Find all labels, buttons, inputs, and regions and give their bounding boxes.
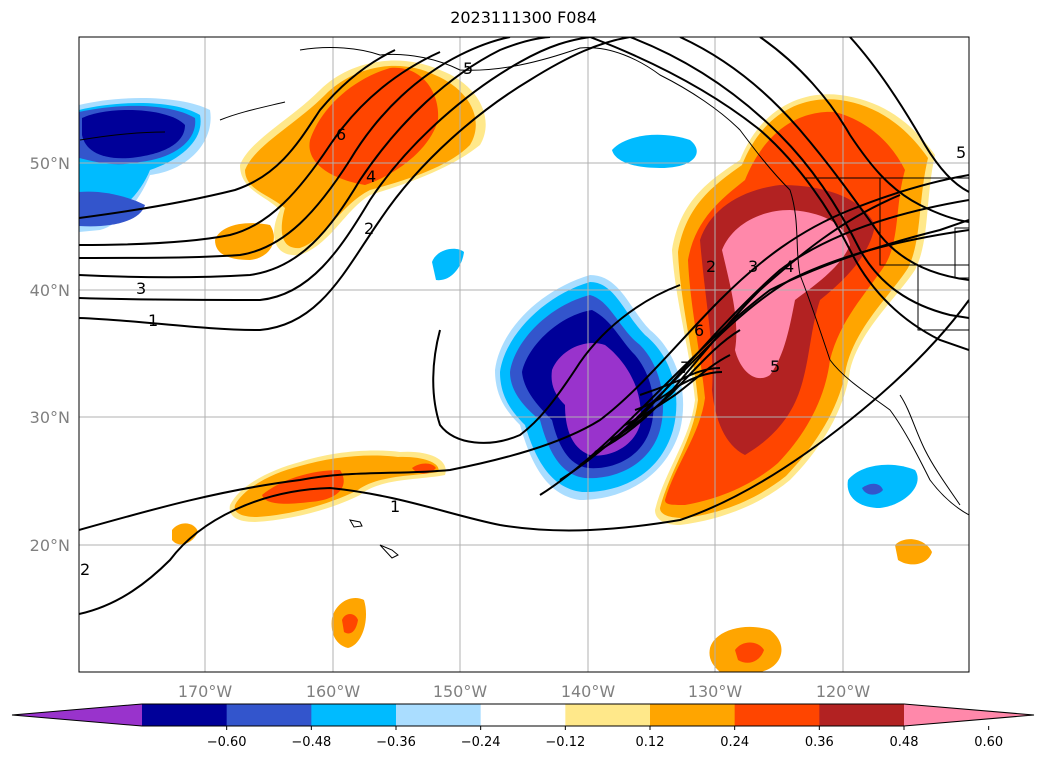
lon-label: 170°W (178, 682, 233, 701)
lon-label: 150°W (433, 682, 488, 701)
lat-label: 20°N (30, 536, 70, 555)
contour-label: 2 (364, 219, 374, 238)
lat-label: 40°N (30, 281, 70, 300)
contour-label: 1 (148, 311, 158, 330)
colorbar-tick-label: 0.24 (720, 735, 749, 750)
contour-label: 6 (694, 321, 704, 340)
colorbar-swatch (311, 704, 397, 726)
latitude-labels: 50°N 40°N 30°N 20°N (30, 154, 70, 555)
colorbar: −0.60 −0.48 −0.36 −0.24 −0.12 0.12 0.24 0.36 0.4… (11, 703, 1035, 750)
colorbar-swatch (142, 704, 228, 726)
colorbar-swatch (480, 704, 566, 726)
contour-labels: 5 6 4 2 3 1 1 2 3 4 6 7 5 5 2 (80, 59, 966, 579)
lat-label: 30°N (30, 408, 70, 427)
contour-label: 6 (336, 125, 346, 144)
colorbar-tick-label: −0.60 (207, 735, 247, 750)
colorbar-swatch (565, 704, 651, 726)
colorbar-tick-label: 0.60 (974, 735, 1003, 750)
lat-label: 50°N (30, 154, 70, 173)
colorbar-outline (11, 703, 1035, 727)
contour-label: 2 (706, 257, 716, 276)
contour-label: 5 (463, 59, 473, 78)
longitude-labels: 170°W 160°W 150°W 140°W 130°W 120°W (178, 682, 871, 701)
lon-label: 140°W (561, 682, 616, 701)
contour-label: 4 (784, 257, 794, 276)
contour-label: 4 (366, 167, 376, 186)
gridlines (79, 37, 969, 672)
lon-label: 120°W (816, 682, 871, 701)
contour-label: 7 (680, 358, 690, 377)
map-title: 2023111300 F084 (450, 8, 597, 27)
colorbar-swatch (819, 704, 905, 726)
colorbar-tick-label: −0.36 (376, 735, 416, 750)
colorbar-tick-label: 0.12 (636, 735, 665, 750)
contour-label: 3 (136, 279, 146, 298)
colorbar-swatch (396, 704, 482, 726)
contour-label: 5 (956, 143, 966, 162)
colorbar-tick-label: 0.48 (890, 735, 919, 750)
contour-label: 2 (80, 560, 90, 579)
contour-label: 5 (770, 357, 780, 376)
anomaly-fields (79, 60, 935, 672)
colorbar-tick-label: 0.36 (805, 735, 834, 750)
colorbar-tick-label: −0.48 (291, 735, 331, 750)
contour-label: 3 (748, 257, 758, 276)
lon-label: 160°W (306, 682, 361, 701)
colorbar-extension-high (904, 704, 1034, 726)
colorbar-swatch (734, 704, 820, 726)
colorbar-swatch (226, 704, 312, 726)
coastlines (79, 47, 969, 559)
colorbar-extension-low (12, 704, 142, 726)
colorbar-tick-label: −0.12 (545, 735, 585, 750)
height-contours (79, 37, 969, 615)
contour-label: 1 (390, 497, 400, 516)
colorbar-swatch (650, 704, 736, 726)
plot-frame (78, 36, 970, 673)
lon-label: 130°W (688, 682, 743, 701)
colorbar-tick-label: −0.24 (461, 735, 501, 750)
